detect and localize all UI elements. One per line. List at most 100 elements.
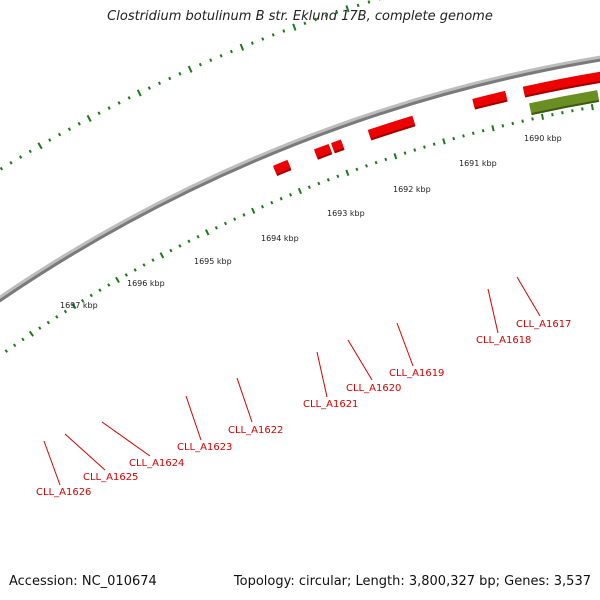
leader-line — [185, 395, 202, 441]
scale-tick-minor — [133, 268, 137, 272]
backbone-line — [0, 58, 600, 303]
scale-tick-minor — [151, 258, 155, 262]
scale-tick-major — [115, 276, 120, 283]
scale-tick-minor — [12, 343, 17, 348]
gene-label[interactable]: CLL_A1623 — [177, 442, 232, 453]
scale-tick-major — [393, 153, 398, 160]
scale-tick-minor — [324, 14, 328, 18]
scale-tick-minor — [303, 21, 307, 26]
scale-tick-minor — [67, 127, 71, 131]
scale-tick-major — [239, 43, 245, 51]
gene-label[interactable]: CLL_A1626 — [36, 487, 91, 498]
scale-tick-major — [159, 252, 165, 259]
scale-label: 1697 kbp — [60, 301, 98, 310]
scale-tick-minor — [4, 349, 9, 353]
scale-tick-minor — [223, 221, 228, 226]
leader-line — [236, 377, 253, 423]
gene-features — [272, 71, 600, 176]
scale-tick-major — [251, 207, 256, 214]
scale-tick-minor — [196, 234, 200, 239]
gene-block[interactable] — [472, 90, 508, 110]
scale-tick-minor — [178, 244, 182, 248]
scale-label: 1695 kbp — [194, 257, 232, 266]
outer-scale-ticks — [0, 0, 381, 171]
gene-label[interactable]: CLL_A1624 — [129, 458, 184, 469]
scale-tick-major — [590, 104, 594, 111]
scale-tick-minor — [279, 196, 283, 201]
scale-tick-minor — [270, 200, 274, 205]
scale-tick-minor — [314, 17, 317, 22]
scale-tick-major — [297, 187, 303, 195]
scale-tick-minor — [250, 41, 254, 45]
scale-tick-minor — [423, 145, 426, 149]
gene-label[interactable]: CLL_A1618 — [476, 335, 531, 346]
scale-label: 1690 kbp — [524, 134, 562, 143]
scale-tick-minor — [481, 129, 485, 133]
gene-label[interactable]: CLL_A1621 — [303, 399, 358, 410]
scale-tick-major — [187, 65, 193, 73]
scale-tick-minor — [511, 121, 515, 126]
scale-tick-minor — [9, 161, 13, 165]
gene-label[interactable]: CLL_A1620 — [346, 383, 401, 394]
scale-tick-minor — [551, 113, 554, 117]
scale-tick-minor — [80, 298, 85, 303]
scale-tick-minor — [178, 72, 182, 76]
scale-tick-minor — [38, 326, 42, 330]
scale-label: 1696 kbp — [127, 279, 165, 288]
leader-line — [316, 351, 328, 398]
scale-tick-minor — [214, 226, 218, 230]
inner-scale-ticks — [4, 104, 594, 353]
gene-block[interactable] — [272, 159, 292, 176]
gene-block-body — [314, 143, 332, 158]
gene-block-body — [367, 115, 415, 139]
leader-line — [347, 339, 373, 381]
gene-label[interactable]: CLL_A1617 — [516, 319, 571, 330]
scale-tick-minor — [261, 37, 265, 41]
scale-tick-minor — [57, 132, 62, 137]
scale-tick-minor — [169, 248, 173, 253]
gene-label[interactable]: CLL_A1622 — [228, 425, 283, 436]
scale-tick-minor — [89, 293, 93, 298]
scale-tick-minor — [187, 239, 191, 244]
gene-block-body — [331, 139, 344, 152]
scale-tick-minor — [271, 33, 275, 37]
gene-block-body — [272, 159, 291, 175]
gene-block[interactable] — [331, 139, 345, 154]
scale-tick-minor — [365, 164, 368, 168]
scale-tick-minor — [98, 288, 102, 292]
scale-tick-minor — [157, 81, 162, 86]
scale-tick-major — [345, 5, 350, 13]
feature-block-body — [529, 90, 599, 114]
gene-label[interactable]: CLL_A1619 — [389, 368, 444, 379]
scale-tick-minor — [107, 106, 111, 110]
gene-block[interactable] — [367, 115, 416, 141]
gene-block-body — [472, 90, 508, 108]
gene-label[interactable]: CLL_A1625 — [83, 472, 138, 483]
scale-tick-minor — [233, 217, 237, 221]
gene-block[interactable] — [522, 71, 600, 98]
scale-tick-minor — [317, 181, 321, 186]
scale-tick-minor — [260, 204, 265, 209]
scale-tick-minor — [142, 263, 146, 267]
accession-label: Accession: — [9, 574, 78, 589]
accession-info: Accession: NC_010674 — [9, 574, 157, 589]
scale-tick-minor — [413, 148, 417, 152]
scale-tick-minor — [46, 320, 50, 325]
scale-tick-minor — [209, 58, 213, 62]
scale-tick-minor — [403, 151, 407, 155]
scale-tick-major — [540, 113, 545, 120]
gene-block[interactable] — [314, 143, 333, 160]
gene-labels: CLL_A1617 CLL_A1618 CLL_A1619 CLL_A1620 … — [36, 319, 571, 498]
scale-tick-minor — [384, 157, 388, 162]
map-title: Clostridium botulinum B str. Eklund 17B,… — [107, 9, 493, 24]
leader-line — [516, 276, 541, 317]
leader-line — [101, 421, 151, 457]
scale-tick-minor — [374, 160, 378, 165]
scale-tick-minor — [581, 107, 584, 111]
genome-backbone — [0, 55, 600, 303]
scale-tick-minor — [147, 86, 151, 90]
feature-block[interactable] — [529, 90, 600, 116]
scale-tick-minor — [326, 178, 330, 182]
accession-number: NC_010674 — [81, 574, 157, 589]
